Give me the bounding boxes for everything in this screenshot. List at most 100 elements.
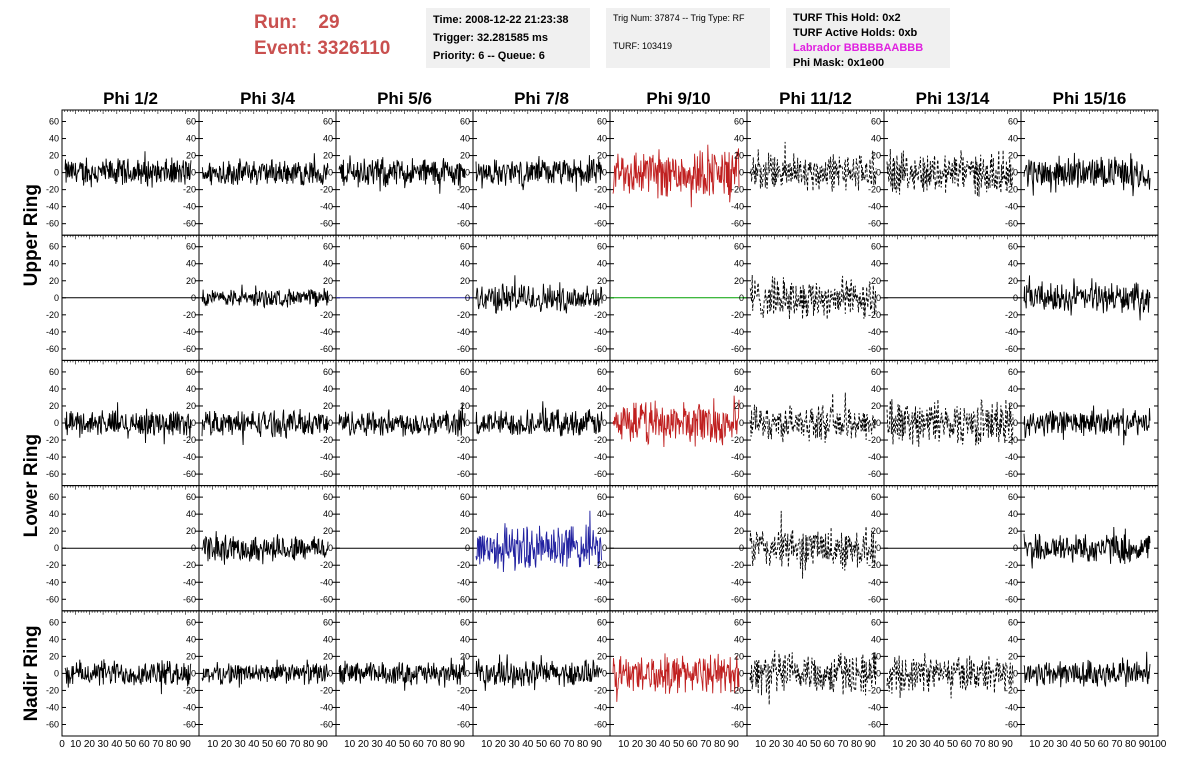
y-tick-label-2-2-60: 60	[323, 367, 333, 377]
y-tick-label-4-3-40: 40	[460, 634, 470, 644]
phi-mask-text: Phi Mask: 0x1e00	[793, 57, 885, 69]
y-tick-label-1-2--40: -40	[320, 327, 333, 337]
x-tick-label-0-3: 30	[98, 739, 110, 750]
y-tick-label-2-6-60: 60	[871, 367, 881, 377]
y-tick-label-2-3--20: -20	[457, 435, 470, 445]
y-tick-label-3-6-40: 40	[871, 509, 881, 519]
y-tick-label-2-5-40: 40	[734, 384, 744, 394]
run-label: Run:	[254, 12, 298, 33]
y-tick-label-0-5--40: -40	[731, 202, 744, 212]
turf-active-text: TURF Active Holds: 0xb	[793, 27, 918, 39]
x-tick-label-6-7: 70	[974, 739, 986, 750]
y-tick-label-3-1--20: -20	[183, 560, 196, 570]
x-tick-label-2-1: 10	[344, 739, 356, 750]
y-tick-label-1-4-40: 40	[597, 259, 607, 269]
y-tick-label-4-2-0: 0	[328, 668, 333, 678]
y-tick-label-1-7--20: -20	[1005, 310, 1018, 320]
waveform-3-5	[749, 510, 877, 579]
y-tick-label-2-2-0: 0	[328, 418, 333, 428]
y-tick-label-2-6-0: 0	[876, 418, 881, 428]
y-tick-label-0-4--40: -40	[594, 202, 607, 212]
waveform-2-4	[612, 395, 740, 448]
y-tick-label-3-1-0: 0	[191, 543, 196, 553]
x-tick-label-6-6: 60	[961, 739, 973, 750]
y-tick-label-1-4--40: -40	[594, 327, 607, 337]
y-tick-label-4-1-0: 0	[191, 668, 196, 678]
waveform-2-3	[475, 401, 603, 437]
y-tick-label-2-4-0: 0	[602, 418, 607, 428]
x-tick-label-0-1: 10	[70, 739, 82, 750]
x-tick-label-0-2: 20	[84, 739, 96, 750]
y-tick-label-1-1-20: 20	[186, 276, 196, 286]
y-tick-label-4-2--20: -20	[320, 685, 333, 695]
y-tick-label-2--20: -20	[46, 435, 59, 445]
x-tick-label-1-3: 30	[235, 739, 247, 750]
y-tick-label-3-6-0: 0	[876, 543, 881, 553]
y-tick-label-4--40: -40	[46, 702, 59, 712]
y-tick-label-1-6--60: -60	[868, 344, 881, 354]
y-tick-label-1-4--20: -20	[594, 310, 607, 320]
y-tick-label-3-6--60: -60	[868, 594, 881, 604]
x-tick-label-0-6: 60	[139, 739, 151, 750]
x-tick-label-4-1: 10	[618, 739, 630, 750]
row-label-1: Lower Ring	[21, 434, 42, 537]
y-tick-label-4-3--20: -20	[457, 685, 470, 695]
y-tick-label-3-5--60: -60	[731, 594, 744, 604]
x-tick-label-6-8: 80	[988, 739, 1000, 750]
y-tick-label-3-2--20: -20	[320, 560, 333, 570]
x-tick-label-5-2: 20	[769, 739, 781, 750]
x-tick-label-3-2: 20	[495, 739, 507, 750]
x-tick-label-2-5: 50	[399, 739, 411, 750]
column-header-1: Phi 3/4	[240, 89, 295, 108]
y-tick-label-4-7-20: 20	[1008, 651, 1018, 661]
x-tick-label-7-9: 90	[1139, 739, 1151, 750]
x-tick-label-4-3: 30	[646, 739, 658, 750]
y-tick-label-3-2--40: -40	[320, 577, 333, 587]
turf-text: TURF: 103419	[613, 41, 673, 51]
y-tick-label-3-5-0: 0	[739, 543, 744, 553]
y-tick-label-1-7-20: 20	[1008, 276, 1018, 286]
y-tick-label-0-60: 60	[49, 117, 59, 127]
x-tick-label-1-8: 80	[303, 739, 315, 750]
x-tick-label-0-4: 40	[111, 739, 123, 750]
y-tick-label-2-4--20: -20	[594, 435, 607, 445]
y-tick-label-2-4-40: 40	[597, 384, 607, 394]
y-tick-label-4-7--40: -40	[1005, 702, 1018, 712]
run-event-block: Run: 29 Event: 3326110	[254, 10, 390, 62]
x-tick-label-0-8: 80	[166, 739, 178, 750]
y-tick-label-1-1-40: 40	[186, 259, 196, 269]
y-tick-label-4-1--40: -40	[183, 702, 196, 712]
x-tick-label-4-9: 90	[728, 739, 740, 750]
y-tick-label-1-4--60: -60	[594, 344, 607, 354]
y-tick-label-4-3--40: -40	[457, 702, 470, 712]
y-tick-label-3-6--40: -40	[868, 577, 881, 587]
y-tick-label-4-2-40: 40	[323, 634, 333, 644]
y-tick-label-2-3-40: 40	[460, 384, 470, 394]
y-tick-label-3-2--60: -60	[320, 594, 333, 604]
y-tick-label-0-5-20: 20	[734, 151, 744, 161]
y-tick-label-4-4--20: -20	[594, 685, 607, 695]
y-tick-label-4-1-20: 20	[186, 651, 196, 661]
x-tick-label-5-9: 90	[865, 739, 877, 750]
turf-hold-text: TURF This Hold: 0x2	[793, 12, 901, 24]
y-tick-label-1-5-0: 0	[739, 293, 744, 303]
y-tick-label-1-7-60: 60	[1008, 242, 1018, 252]
y-tick-label-0-3--40: -40	[457, 202, 470, 212]
trigger-info-box: Trig Num: 37874 -- Trig Type: RF TURF: 1…	[606, 8, 770, 68]
panel-frame-4-6	[883, 610, 1022, 737]
x-tick-label-7-2: 20	[1043, 739, 1055, 750]
y-tick-label-1-3--60: -60	[457, 344, 470, 354]
waveform-3-3	[475, 510, 603, 573]
y-tick-label-1-7--60: -60	[1005, 344, 1018, 354]
x-tick-label-4-6: 60	[687, 739, 699, 750]
y-tick-label-1-1--60: -60	[183, 344, 196, 354]
y-tick-label-0-1-60: 60	[186, 117, 196, 127]
x-tick-label-6-5: 50	[947, 739, 959, 750]
y-tick-label-3--60: -60	[46, 594, 59, 604]
x-tick-label-4-7: 70	[700, 739, 712, 750]
y-tick-label-2-4-60: 60	[597, 367, 607, 377]
y-tick-label-2-1--20: -20	[183, 435, 196, 445]
x-tick-label-5-3: 30	[783, 739, 795, 750]
y-tick-label-3-1--40: -40	[183, 577, 196, 587]
y-tick-label-0-4-20: 20	[597, 151, 607, 161]
